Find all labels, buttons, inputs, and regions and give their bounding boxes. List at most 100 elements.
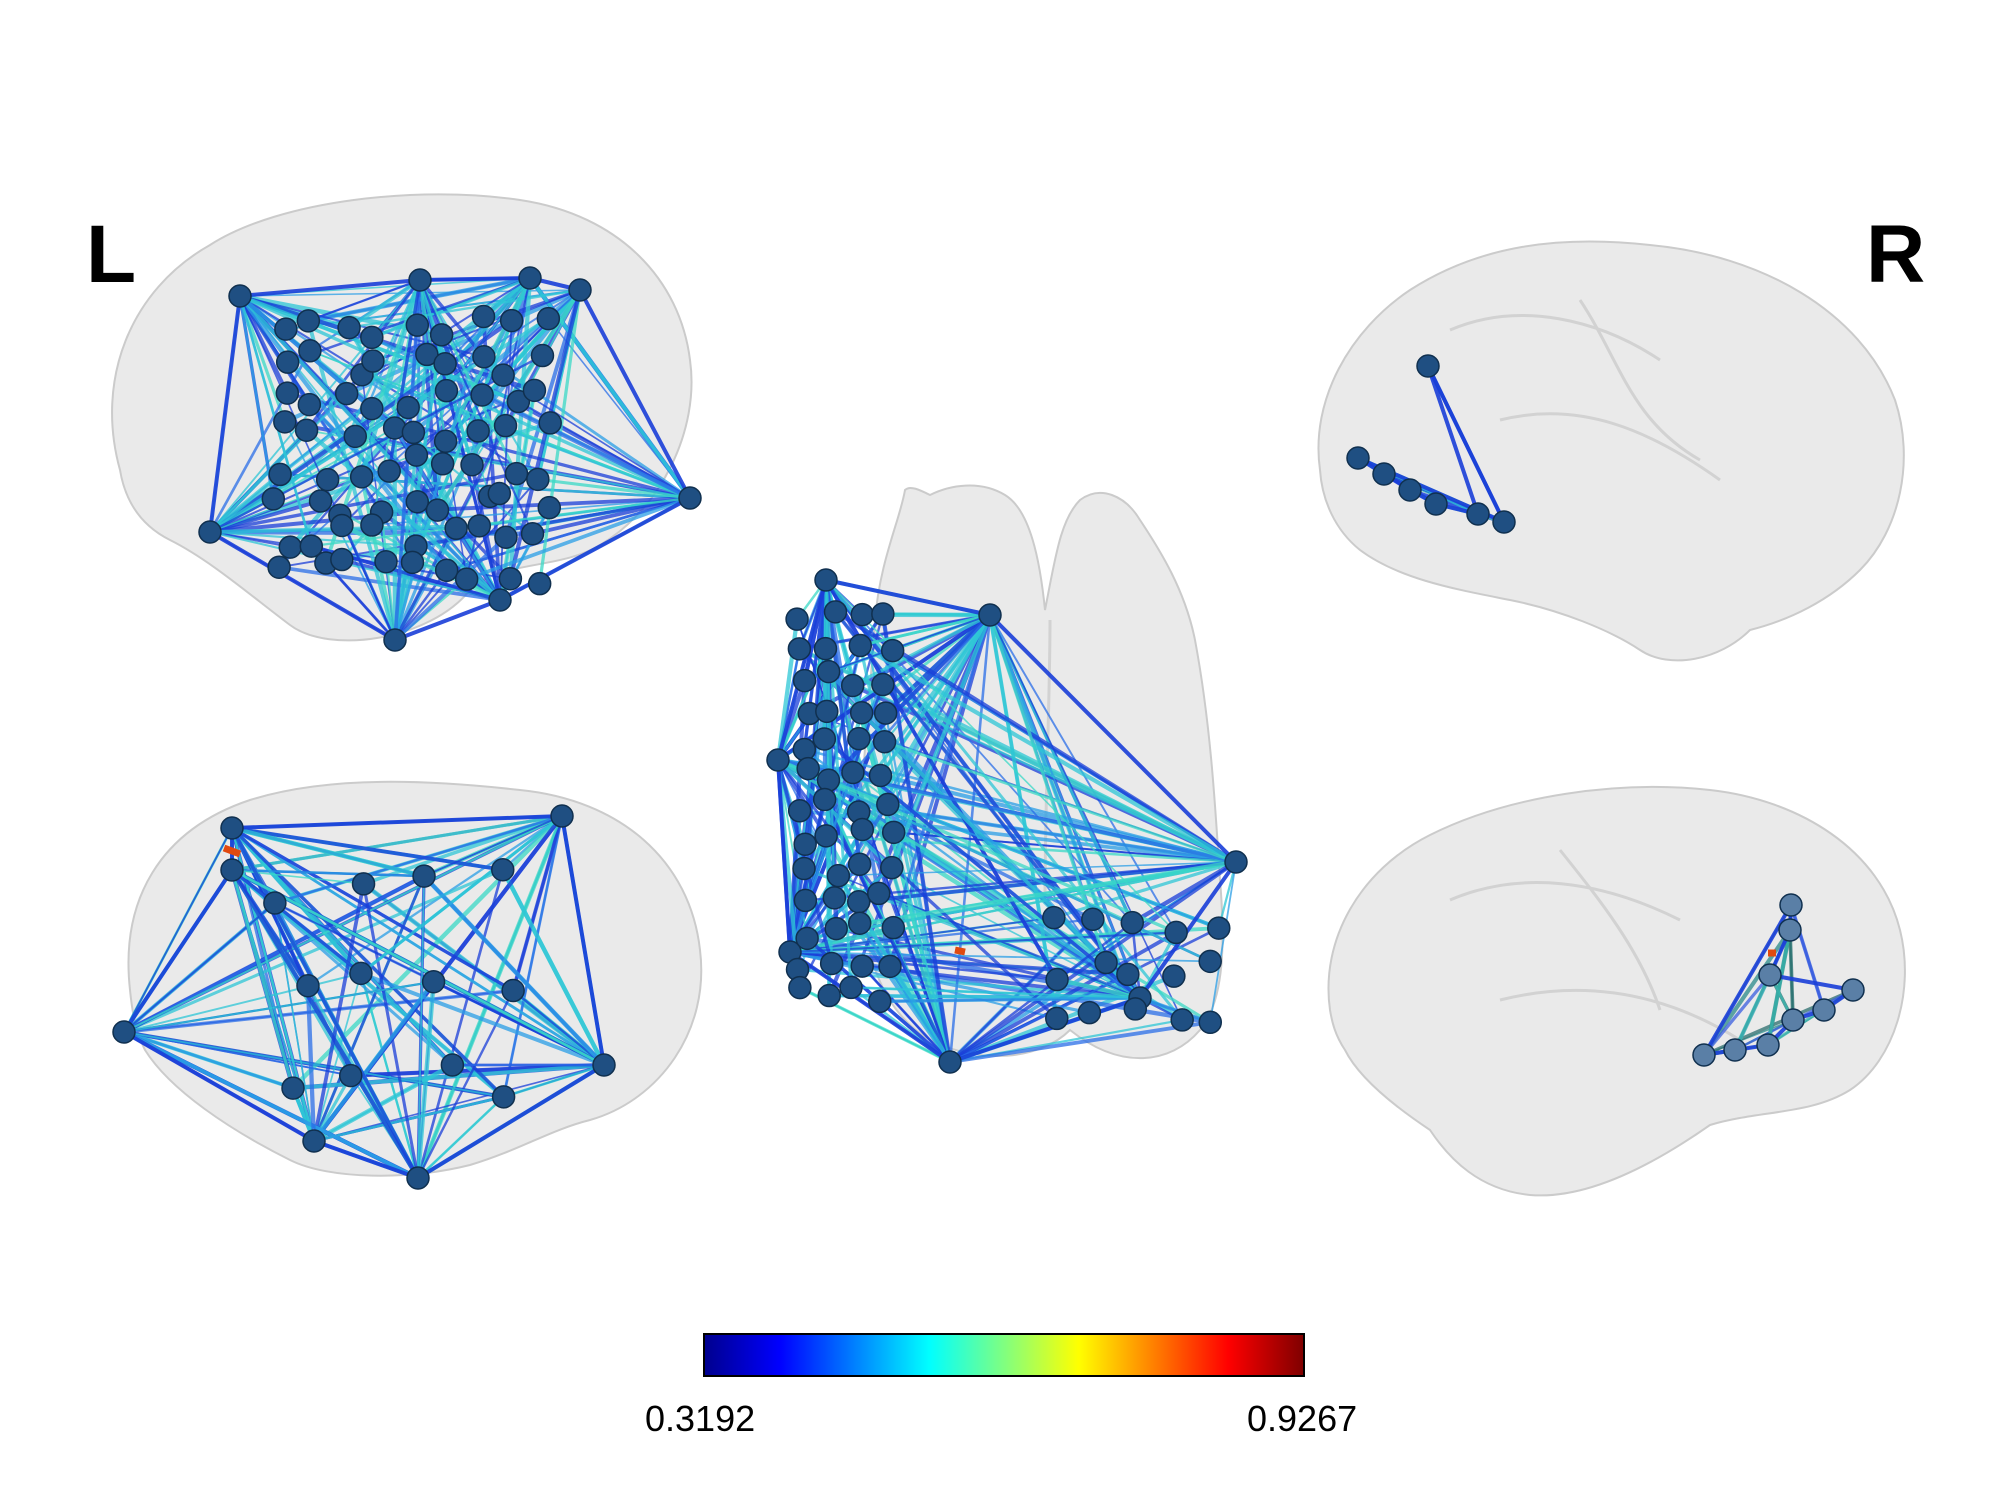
- network-node: [262, 488, 284, 510]
- network-node: [979, 604, 1001, 626]
- network-node: [456, 568, 478, 590]
- network-node: [1043, 907, 1065, 929]
- network-node: [789, 977, 811, 999]
- brain-surface-right-lateral: [1318, 241, 1903, 660]
- network-node: [331, 514, 353, 536]
- network-node: [495, 526, 517, 548]
- network-node: [1759, 964, 1781, 986]
- network-node: [461, 454, 483, 476]
- network-node: [378, 460, 400, 482]
- network-node: [489, 589, 511, 611]
- network-node: [303, 1130, 325, 1152]
- network-node: [786, 608, 808, 630]
- network-node: [851, 604, 873, 626]
- network-node: [851, 955, 873, 977]
- network-node: [1165, 921, 1187, 943]
- left-hemisphere-label: L: [86, 214, 136, 296]
- network-node: [488, 483, 510, 505]
- network-node: [199, 521, 221, 543]
- network-node: [501, 310, 523, 332]
- network-node: [875, 702, 897, 724]
- network-node: [492, 364, 514, 386]
- network-node: [336, 383, 358, 405]
- network-node: [426, 499, 448, 521]
- network-node: [827, 865, 849, 887]
- network-node: [353, 873, 375, 895]
- network-node: [1779, 919, 1801, 941]
- network-node: [851, 818, 873, 840]
- network-node: [539, 412, 561, 434]
- network-node: [849, 635, 871, 657]
- network-node: [813, 728, 835, 750]
- network-node: [473, 305, 495, 327]
- network-node: [493, 1086, 515, 1108]
- network-node: [434, 353, 456, 375]
- network-node: [495, 415, 517, 437]
- network-node: [1199, 950, 1221, 972]
- right-hemisphere-label: R: [1866, 214, 1925, 296]
- network-node: [268, 556, 290, 578]
- network-node: [848, 728, 870, 750]
- network-node: [397, 396, 419, 418]
- network-node: [551, 805, 573, 827]
- network-node: [1095, 952, 1117, 974]
- network-node: [939, 1051, 961, 1073]
- network-node: [473, 346, 495, 368]
- network-node: [1417, 355, 1439, 377]
- network-node: [277, 351, 299, 373]
- network-node: [870, 764, 892, 786]
- network-node: [432, 453, 454, 475]
- network-node: [317, 469, 339, 491]
- network-node: [569, 279, 591, 301]
- network-node: [221, 817, 243, 839]
- network-node: [338, 317, 360, 339]
- network-node: [279, 536, 301, 558]
- network-node: [423, 971, 445, 993]
- network-node: [825, 918, 847, 940]
- network-node: [229, 285, 251, 307]
- colorbar: [703, 1333, 1305, 1377]
- network-node: [435, 430, 457, 452]
- network-node: [869, 990, 891, 1012]
- network-node: [872, 603, 894, 625]
- network-node: [1046, 1007, 1068, 1029]
- network-node: [817, 769, 839, 791]
- network-node: [296, 419, 318, 441]
- network-node: [821, 952, 843, 974]
- network-node: [492, 859, 514, 881]
- network-node: [340, 1065, 362, 1087]
- colorbar-min-label: 0.3192: [645, 1398, 755, 1440]
- network-node: [1813, 999, 1835, 1021]
- network-node: [848, 891, 870, 913]
- network-node: [436, 559, 458, 581]
- network-node: [1493, 511, 1515, 533]
- network-node: [1425, 493, 1447, 515]
- network-node: [1780, 894, 1802, 916]
- network-node: [467, 420, 489, 442]
- network-node: [531, 345, 553, 367]
- network-node: [537, 308, 559, 330]
- network-node: [824, 601, 846, 623]
- network-node: [361, 326, 383, 348]
- network-node: [842, 761, 864, 783]
- network-edge-strong: [955, 950, 965, 952]
- network-node: [872, 674, 894, 696]
- network-node: [523, 379, 545, 401]
- network-node: [310, 490, 332, 512]
- network-node: [344, 425, 366, 447]
- network-node: [842, 674, 864, 696]
- network-node: [297, 310, 319, 332]
- network-node: [519, 267, 541, 289]
- network-node: [1124, 998, 1146, 1020]
- network-node: [1347, 447, 1369, 469]
- network-node: [1163, 965, 1185, 987]
- network-node: [815, 569, 837, 591]
- network-node: [1842, 979, 1864, 1001]
- network-node: [793, 857, 815, 879]
- network-node: [883, 821, 905, 843]
- network-node: [767, 749, 789, 771]
- network-node: [361, 514, 383, 536]
- network-node: [879, 955, 901, 977]
